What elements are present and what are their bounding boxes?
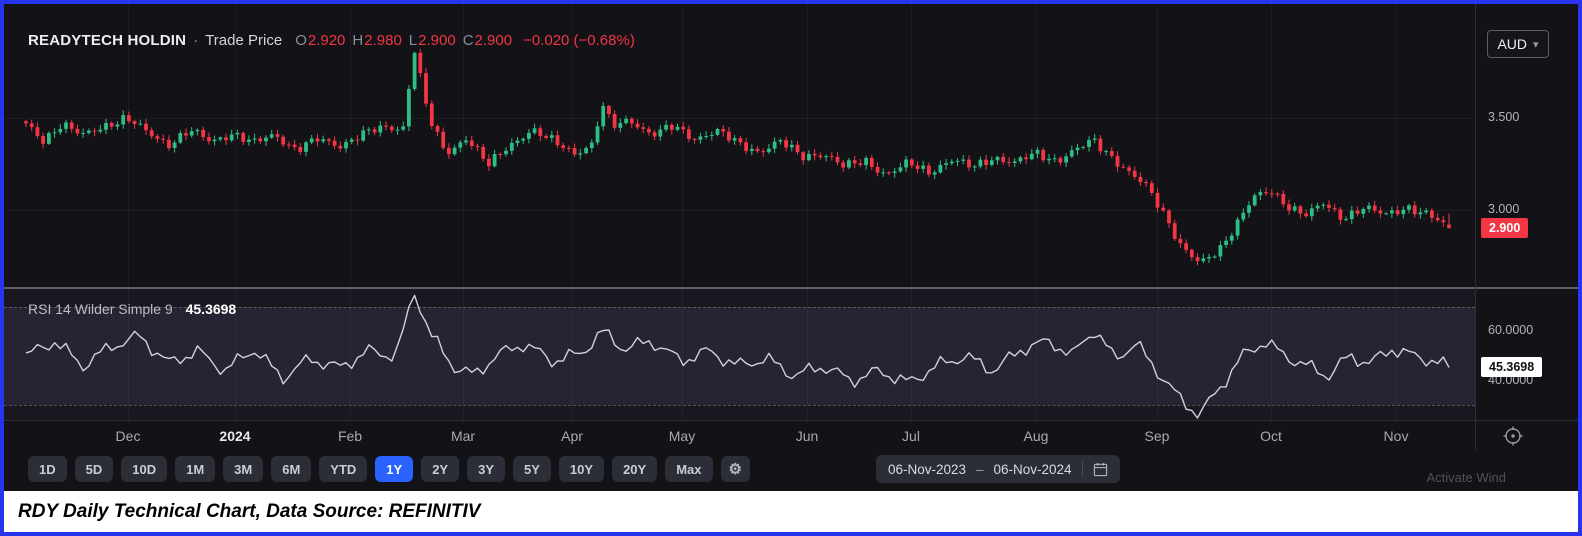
range-button-5y[interactable]: 5Y: [513, 456, 551, 482]
activate-watermark: Activate Wind: [1426, 470, 1506, 485]
time-axis-label-may: May: [668, 428, 696, 444]
time-axis-label-nov: Nov: [1383, 428, 1409, 444]
rsi-pane[interactable]: [4, 287, 1475, 420]
price-tick: 3.000: [1488, 201, 1520, 216]
range-button-10y[interactable]: 10Y: [558, 456, 605, 482]
range-button-6m[interactable]: 6M: [271, 456, 312, 482]
time-axis-label-dec: Dec: [115, 428, 141, 444]
rsi-tick: 60.0000: [1488, 323, 1534, 338]
rsi-legend: RSI 14 Wilder Simple 9 45.3698: [28, 301, 236, 317]
rsi-value-badge: 45.3698: [1481, 357, 1543, 378]
vertical-gridline: [572, 4, 573, 420]
ohlc-close: C2.900: [462, 32, 513, 49]
range-button-1d[interactable]: 1D: [28, 456, 67, 482]
range-button-1y[interactable]: 1Y: [375, 456, 414, 482]
time-axis-label-aug: Aug: [1023, 428, 1049, 444]
range-button-max[interactable]: Max: [665, 456, 713, 482]
range-button-20y[interactable]: 20Y: [612, 456, 658, 482]
chevron-down-icon: ▾: [1533, 38, 1539, 51]
time-axis-label-apr: Apr: [561, 428, 583, 444]
rsi-tick: 40.0000: [1488, 372, 1534, 387]
time-axis-label-oct: Oct: [1260, 428, 1282, 444]
range-button-3m[interactable]: 3M: [223, 456, 264, 482]
range-button-3y[interactable]: 3Y: [467, 456, 506, 482]
vertical-gridline: [807, 4, 808, 420]
vertical-gridline: [1271, 4, 1272, 420]
range-button-10d[interactable]: 10D: [121, 456, 168, 482]
range-button-5d[interactable]: 5D: [74, 456, 114, 482]
symbol-name: READYTECH HOLDIN: [28, 32, 187, 49]
caption: RDY Daily Technical Chart, Data Source: …: [4, 491, 1578, 532]
rsi-band-line: [4, 405, 1475, 407]
time-axis-label-mar: Mar: [450, 428, 476, 444]
series-type: Trade Price: [205, 32, 283, 49]
vertical-gridline: [463, 4, 464, 420]
date-separator: –: [976, 461, 984, 477]
horizontal-gridline: [4, 210, 1475, 211]
rsi-title: RSI 14 Wilder Simple 9: [28, 301, 173, 317]
change-value: −0.020 (−0.68%): [523, 32, 635, 49]
time-axis-label-sep: Sep: [1144, 428, 1170, 444]
vertical-gridline: [1036, 4, 1037, 420]
time-axis[interactable]: Dec 2024 Feb Mar Apr May Jun Jul Aug Sep Oct Nov: [4, 420, 1578, 451]
axis-separator: [1475, 4, 1476, 451]
range-buttons-group: 1D 5D 10D 1M 3M 6M YTD 1Y 2Y 3Y 5Y 10Y 20Y Max: [28, 456, 713, 482]
last-price-badge: 2.900: [1481, 218, 1529, 239]
price-legend: READYTECH HOLDIN · Trade Price O2.920 H2…: [28, 32, 635, 49]
currency-selector[interactable]: AUD ▾: [1487, 30, 1549, 58]
price-tick: 3.500: [1488, 109, 1520, 124]
calendar-icon[interactable]: [1093, 462, 1108, 477]
pane-separator[interactable]: [4, 287, 1578, 289]
time-axis-label-2024: 2024: [219, 428, 251, 444]
divider: [1081, 461, 1083, 477]
vertical-gridline: [235, 4, 236, 420]
rsi-band-line: [4, 306, 1475, 308]
range-button-1m[interactable]: 1M: [175, 456, 216, 482]
price-chart-canvas[interactable]: [4, 4, 1475, 287]
chart-settings-button[interactable]: ⚙: [720, 456, 750, 482]
date-from[interactable]: 06-Nov-2023: [887, 461, 966, 477]
date-range-picker[interactable]: 06-Nov-2023 – 06-Nov-2024: [875, 455, 1120, 483]
legend-separator: ·: [193, 32, 199, 49]
timeframe-toolbar: 1D 5D 10D 1M 3M 6M YTD 1Y 2Y 3Y 5Y 10Y 20Y Max ⚙ 06-N…: [28, 455, 1120, 483]
time-axis-label-jul: Jul: [902, 428, 920, 444]
range-button-ytd[interactable]: YTD: [319, 456, 368, 482]
vertical-gridline: [682, 4, 683, 420]
range-button-2y[interactable]: 2Y: [421, 456, 460, 482]
ohlc-low: L2.900: [408, 32, 456, 49]
rsi-chart-canvas: [25, 294, 1450, 419]
vertical-gridline: [911, 4, 912, 420]
ohlc-high: H2.980: [352, 32, 402, 49]
ohlc-open: O2.920: [295, 32, 346, 49]
gear-icon: ⚙: [728, 461, 742, 478]
crosshair-icon[interactable]: [1502, 425, 1524, 452]
time-axis-label-jun: Jun: [795, 428, 819, 444]
time-axis-label-feb: Feb: [337, 428, 363, 444]
currency-label: AUD: [1497, 36, 1528, 52]
date-to[interactable]: 06-Nov-2024: [993, 461, 1072, 477]
vertical-gridline: [350, 4, 351, 420]
vertical-gridline: [128, 4, 129, 420]
rsi-value: 45.3698: [185, 301, 237, 317]
horizontal-gridline: [4, 118, 1475, 119]
